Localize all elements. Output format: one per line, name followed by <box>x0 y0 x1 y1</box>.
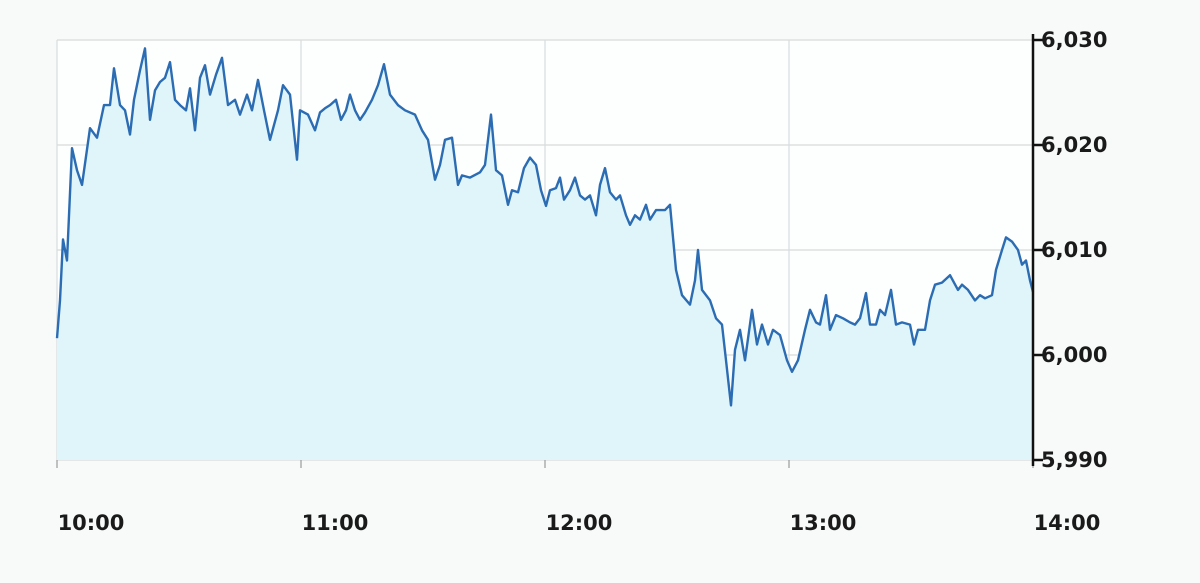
y-tick-label: 5,990 <box>1041 448 1107 472</box>
x-tick-label: 10:00 <box>58 511 125 535</box>
y-tick-label: 6,000 <box>1041 343 1107 367</box>
x-tick-label: 14:00 <box>1034 511 1101 535</box>
price-line <box>55 47 1035 407</box>
axes <box>56 34 1043 468</box>
y-tick-label: 6,030 <box>1041 28 1107 52</box>
price-area-fill <box>57 48 1033 461</box>
x-tick-label: 12:00 <box>546 511 613 535</box>
y-axis-labels: 5,990 6,000 6,010 6,020 6,030 <box>1041 28 1107 472</box>
y-tick-label: 6,020 <box>1041 133 1107 157</box>
x-axis-labels: 10:00 11:00 12:00 13:00 14:00 <box>58 511 1101 535</box>
x-tick-label: 11:00 <box>302 511 369 535</box>
y-tick-label: 6,010 <box>1041 238 1107 262</box>
x-tick-label: 13:00 <box>790 511 857 535</box>
